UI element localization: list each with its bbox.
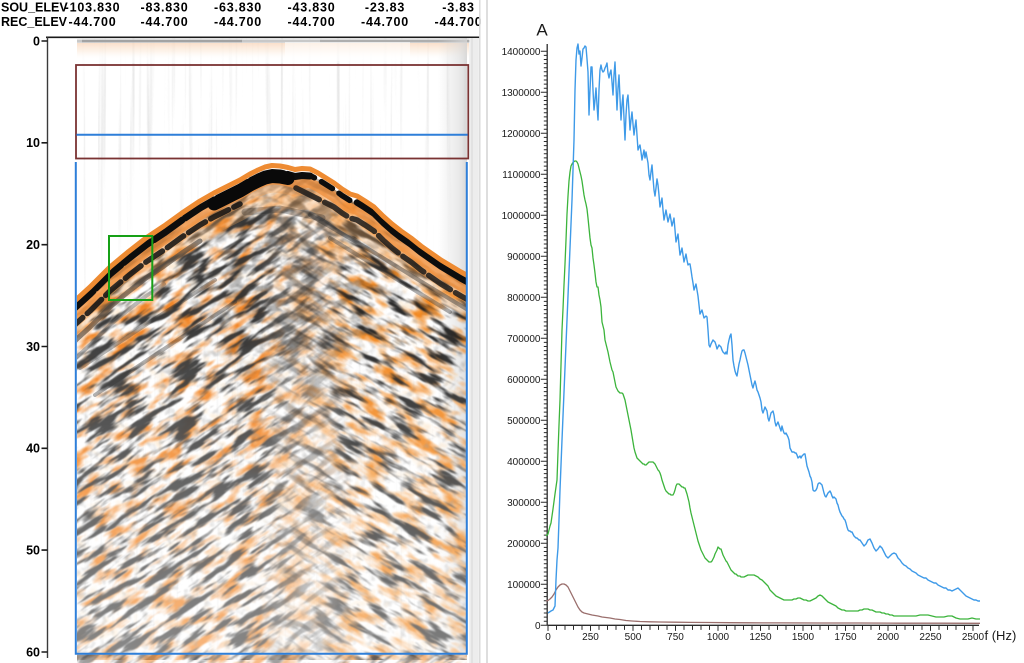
svg-text:50: 50 xyxy=(26,543,40,557)
svg-text:500: 500 xyxy=(625,632,642,643)
svg-text:REC_ELEV: REC_ELEV xyxy=(1,15,68,29)
svg-text:30: 30 xyxy=(26,340,40,354)
svg-text:-44.700: -44.700 xyxy=(288,15,336,29)
svg-text:0: 0 xyxy=(535,621,541,632)
svg-text:-44.700: -44.700 xyxy=(361,15,409,29)
svg-text:2000: 2000 xyxy=(877,632,900,643)
svg-text:800000: 800000 xyxy=(507,293,541,304)
svg-text:-103.830: -103.830 xyxy=(65,0,121,14)
svg-text:1300000: 1300000 xyxy=(502,88,541,99)
svg-text:900000: 900000 xyxy=(507,252,541,263)
svg-text:2500: 2500 xyxy=(962,632,985,643)
svg-text:10: 10 xyxy=(26,136,40,150)
svg-text:-83.830: -83.830 xyxy=(141,0,189,14)
svg-text:40: 40 xyxy=(26,442,40,456)
svg-text:750: 750 xyxy=(667,632,684,643)
svg-text:-63.830: -63.830 xyxy=(214,0,262,14)
svg-text:1100000: 1100000 xyxy=(502,170,541,181)
svg-text:2250: 2250 xyxy=(919,632,942,643)
svg-text:250: 250 xyxy=(582,632,599,643)
svg-text:0: 0 xyxy=(545,632,551,643)
svg-text:0: 0 xyxy=(33,34,40,48)
svg-text:1400000: 1400000 xyxy=(502,47,541,58)
svg-text:f (Hz): f (Hz) xyxy=(985,628,1017,643)
svg-text:200000: 200000 xyxy=(507,539,541,550)
svg-text:1000000: 1000000 xyxy=(502,211,541,222)
svg-text:A: A xyxy=(536,21,548,40)
svg-text:300000: 300000 xyxy=(507,498,541,509)
svg-text:1500: 1500 xyxy=(792,632,815,643)
svg-text:1250: 1250 xyxy=(749,632,772,643)
svg-text:-44.700: -44.700 xyxy=(141,15,189,29)
svg-text:1200000: 1200000 xyxy=(502,129,541,140)
svg-text:-44.700: -44.700 xyxy=(435,15,483,29)
svg-text:700000: 700000 xyxy=(507,334,541,345)
svg-text:20: 20 xyxy=(26,238,40,252)
svg-text:1000: 1000 xyxy=(707,632,730,643)
svg-text:-23.83: -23.83 xyxy=(365,0,405,14)
svg-text:100000: 100000 xyxy=(507,580,541,591)
svg-text:1750: 1750 xyxy=(834,632,857,643)
svg-text:-44.700: -44.700 xyxy=(69,15,117,29)
svg-text:-43.830: -43.830 xyxy=(288,0,336,14)
svg-text:-3.83: -3.83 xyxy=(442,0,475,14)
svg-text:60: 60 xyxy=(26,645,40,659)
svg-text:SOU_ELEV: SOU_ELEV xyxy=(1,0,68,14)
svg-text:400000: 400000 xyxy=(507,457,541,468)
svg-text:600000: 600000 xyxy=(507,375,541,386)
svg-text:500000: 500000 xyxy=(507,416,541,427)
svg-text:-44.700: -44.700 xyxy=(214,15,262,29)
